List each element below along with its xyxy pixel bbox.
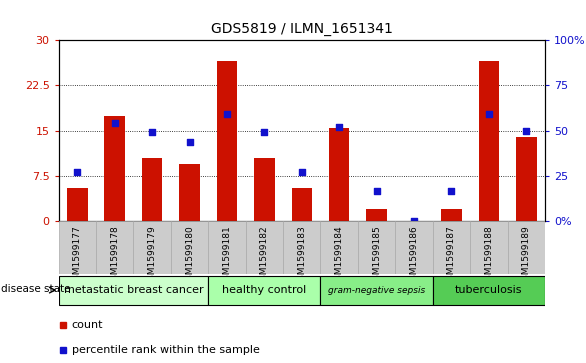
Point (410, 219, 419, 224)
Bar (358, 221, 396, 274)
Point (222, 111, 231, 117)
Point (148, 130, 157, 135)
Bar (59, 221, 96, 274)
Point (297, 170, 306, 175)
Bar (134, 221, 171, 274)
Bar (321, 221, 358, 274)
Bar (283, 221, 321, 274)
Text: GSM1599185: GSM1599185 (372, 226, 381, 286)
Text: GSM1599183: GSM1599183 (297, 226, 306, 286)
Text: GSM1599188: GSM1599188 (485, 226, 493, 286)
Point (185, 139, 194, 144)
Bar (441, 209, 462, 221)
Bar (246, 221, 283, 274)
Text: percentile rank within the sample: percentile rank within the sample (71, 345, 260, 355)
Title: GDS5819 / ILMN_1651341: GDS5819 / ILMN_1651341 (211, 22, 393, 36)
Point (447, 188, 456, 193)
Text: count: count (71, 321, 103, 330)
Bar (479, 61, 499, 221)
Text: metastatic breast cancer: metastatic breast cancer (64, 285, 203, 295)
Text: gram-negative sepsis: gram-negative sepsis (328, 286, 425, 295)
Bar (179, 164, 200, 221)
Bar (396, 221, 432, 274)
Bar (104, 115, 125, 221)
Point (372, 188, 381, 193)
Bar (516, 137, 537, 221)
Text: GSM1599184: GSM1599184 (335, 226, 344, 286)
Bar (254, 158, 275, 221)
Text: GSM1599179: GSM1599179 (148, 226, 156, 286)
Bar (208, 221, 246, 274)
Bar (432, 276, 545, 305)
Text: GSM1599189: GSM1599189 (522, 226, 531, 286)
Bar (432, 221, 470, 274)
Text: GSM1599186: GSM1599186 (410, 226, 418, 286)
Point (110, 121, 120, 126)
Text: healthy control: healthy control (222, 285, 306, 295)
Bar (329, 128, 349, 221)
Text: disease state: disease state (1, 284, 70, 294)
Bar (217, 61, 237, 221)
Bar (142, 158, 162, 221)
Text: GSM1599178: GSM1599178 (110, 226, 119, 286)
Point (522, 128, 531, 134)
Bar (507, 221, 545, 274)
Point (335, 124, 344, 130)
Bar (208, 276, 321, 305)
Point (73, 170, 82, 175)
Bar (96, 221, 134, 274)
Point (260, 130, 269, 135)
Bar (321, 276, 432, 305)
Bar (171, 221, 208, 274)
Point (484, 111, 493, 117)
Text: GSM1599182: GSM1599182 (260, 226, 269, 286)
Bar (67, 188, 87, 221)
Bar (470, 221, 507, 274)
Bar (59, 276, 208, 305)
Text: GSM1599181: GSM1599181 (223, 226, 231, 286)
Text: GSM1599187: GSM1599187 (447, 226, 456, 286)
Text: GSM1599180: GSM1599180 (185, 226, 194, 286)
Text: GSM1599177: GSM1599177 (73, 226, 82, 286)
Text: tuberculosis: tuberculosis (455, 285, 523, 295)
Bar (291, 188, 312, 221)
Bar (366, 209, 387, 221)
